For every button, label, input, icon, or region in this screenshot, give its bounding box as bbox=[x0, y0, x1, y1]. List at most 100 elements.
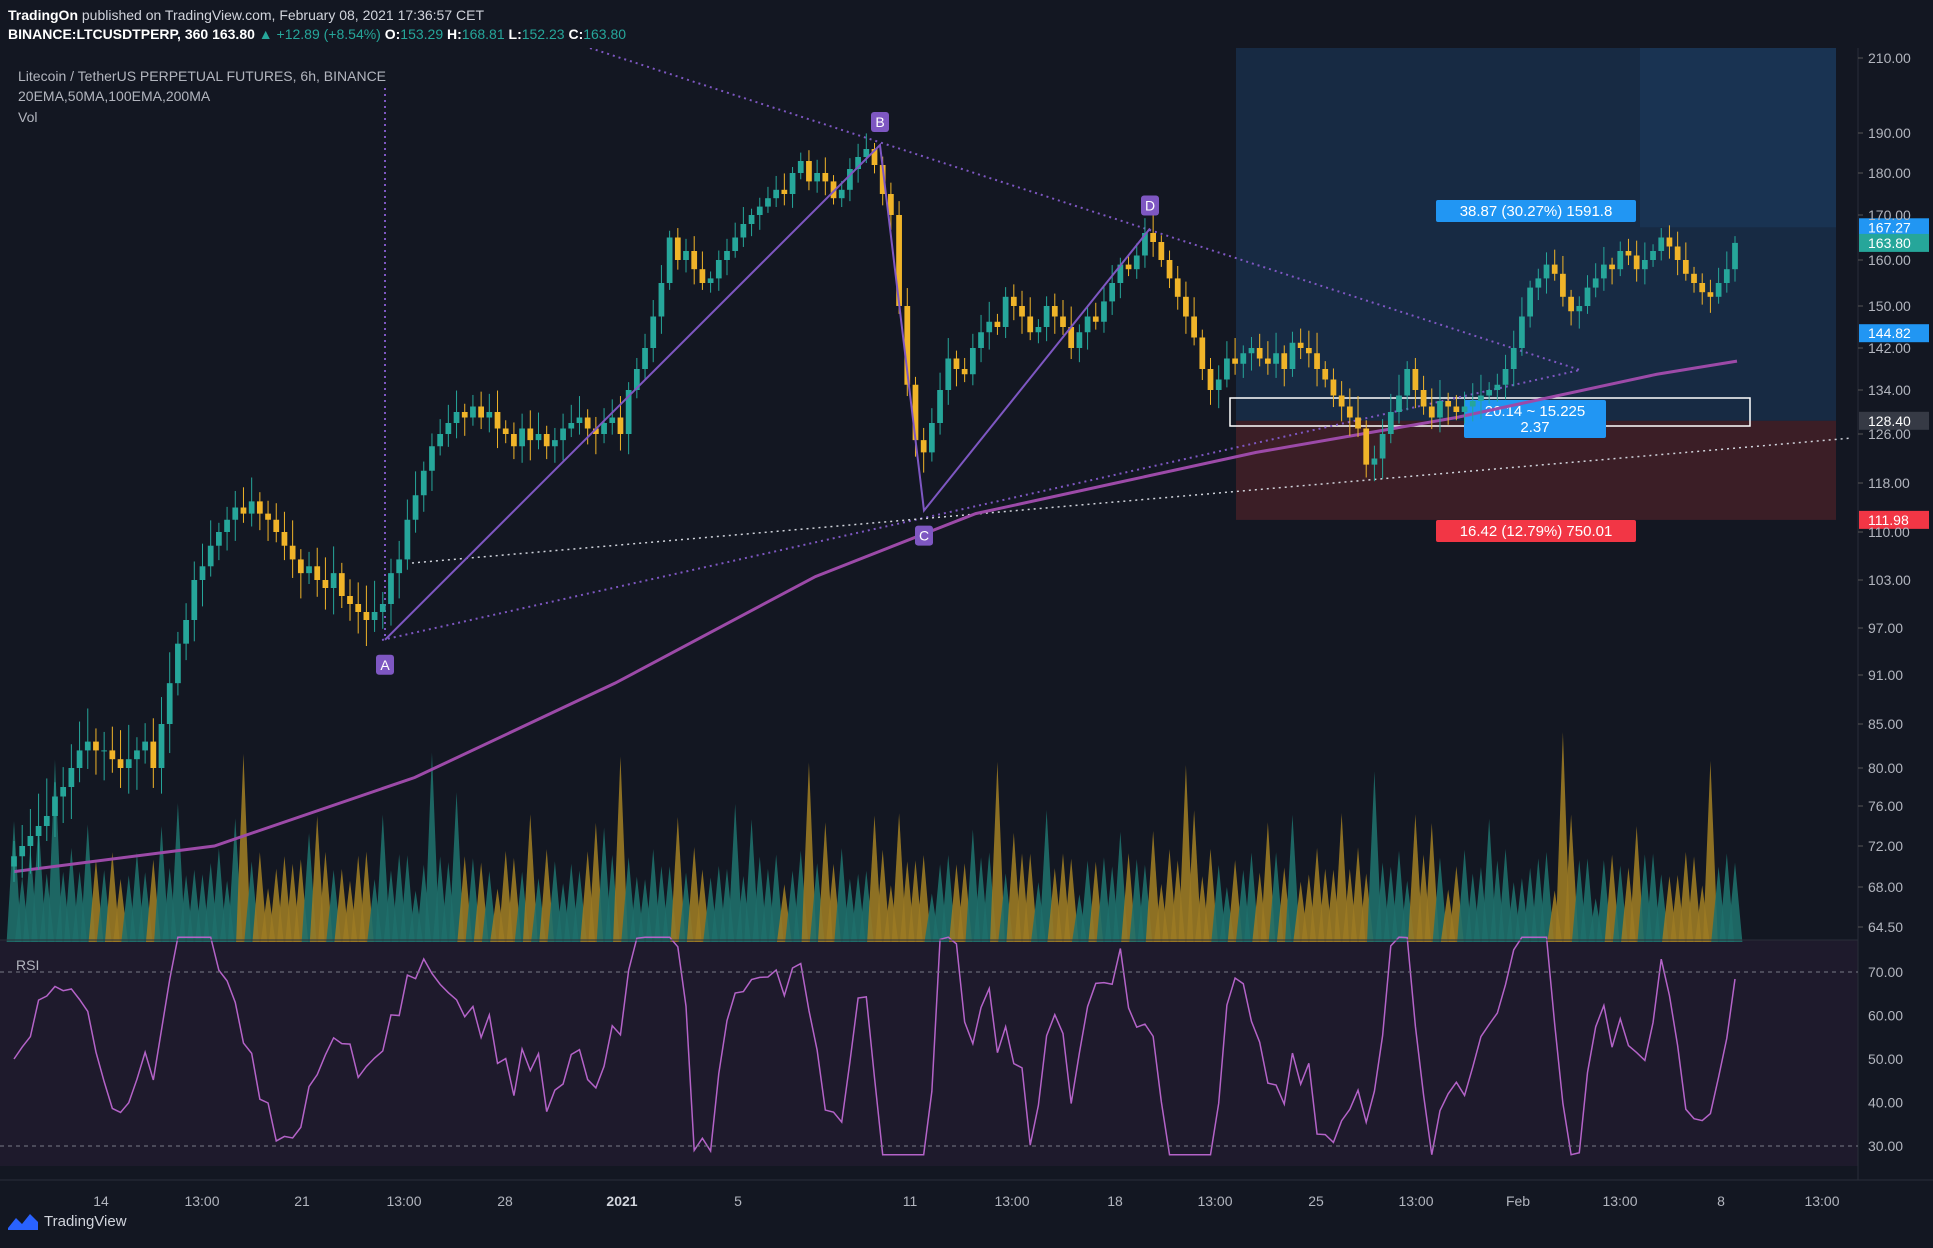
stop-label-bg bbox=[1436, 520, 1636, 542]
candle-body bbox=[822, 173, 829, 182]
rsi-tick-label: 30.00 bbox=[1868, 1138, 1903, 1154]
candle-body bbox=[1019, 306, 1025, 317]
candle-body bbox=[297, 559, 304, 574]
candle-body bbox=[371, 612, 378, 620]
candle-body bbox=[224, 519, 230, 532]
candle-body bbox=[806, 161, 812, 182]
candle-body bbox=[379, 604, 386, 612]
candle-body bbox=[1191, 316, 1197, 338]
candle-body bbox=[1183, 296, 1189, 317]
chart-title[interactable]: Litecoin / TetherUS PERPETUAL FUTURES, 6… bbox=[18, 68, 387, 84]
x-tick-label: 13:00 bbox=[1602, 1193, 1637, 1209]
candle-body bbox=[1584, 287, 1591, 306]
candle-body bbox=[478, 406, 484, 418]
symbol-line[interactable]: BINANCE:LTCUSDTPERP, 360 bbox=[8, 26, 209, 42]
candle-body bbox=[560, 428, 566, 441]
volume-bar bbox=[1432, 857, 1448, 942]
volume-bar bbox=[449, 792, 464, 942]
candle-body bbox=[445, 423, 452, 434]
volume-legend[interactable]: Vol bbox=[18, 109, 38, 125]
candle-body bbox=[240, 507, 247, 514]
candle-body bbox=[1002, 296, 1009, 327]
candle-body bbox=[1535, 278, 1542, 288]
y-tick-label: 103.00 bbox=[1868, 572, 1911, 588]
rsi-legend[interactable]: RSI bbox=[16, 957, 40, 973]
price-tag-bg bbox=[1859, 233, 1929, 252]
candle-body bbox=[1142, 233, 1148, 256]
candle-body bbox=[748, 215, 755, 224]
pattern-point-label: A bbox=[380, 657, 390, 673]
y-tick-label: 72.00 bbox=[1868, 838, 1903, 854]
candle-body bbox=[1076, 332, 1083, 348]
candle-body bbox=[1158, 242, 1165, 260]
price-change: +12.89 (+8.54%) bbox=[276, 26, 381, 42]
y-tick-label: 180.00 bbox=[1868, 165, 1911, 181]
candle-body bbox=[552, 440, 558, 447]
candle-body bbox=[412, 495, 419, 520]
candle-body bbox=[150, 741, 157, 768]
candle-body bbox=[650, 316, 657, 348]
candle-body bbox=[11, 856, 17, 867]
price-tag-bg bbox=[1859, 218, 1929, 237]
x-tick-label: 13:00 bbox=[1197, 1193, 1232, 1209]
candle-body bbox=[1715, 283, 1722, 297]
price-tag-label: 163.80 bbox=[1868, 235, 1911, 251]
candle-body bbox=[1010, 296, 1017, 306]
candle-body bbox=[625, 390, 632, 434]
candle-body bbox=[1502, 369, 1509, 385]
candle-body bbox=[1486, 390, 1493, 396]
candle-body bbox=[740, 224, 747, 238]
open-label: O: bbox=[384, 26, 401, 42]
candle-body bbox=[1101, 301, 1107, 322]
candle-body bbox=[797, 161, 804, 173]
abcd-pattern-line bbox=[384, 142, 1151, 641]
candle-body bbox=[486, 412, 493, 418]
candle-body bbox=[1207, 369, 1214, 390]
volume-bar bbox=[891, 813, 907, 942]
y-tick-label: 142.00 bbox=[1868, 340, 1911, 356]
y-tick-label: 64.50 bbox=[1868, 919, 1903, 935]
candle-body bbox=[847, 169, 853, 190]
candle-body bbox=[1519, 316, 1525, 348]
x-tick-label: 13:00 bbox=[1398, 1193, 1433, 1209]
price-tag-bg bbox=[1859, 324, 1929, 343]
volume-bar bbox=[154, 826, 169, 942]
candle-body bbox=[338, 573, 345, 596]
x-tick-label: 14 bbox=[93, 1193, 109, 1209]
y-tick-label: 118.00 bbox=[1868, 475, 1910, 491]
volume-bar bbox=[1703, 760, 1718, 942]
candle-body bbox=[502, 428, 509, 434]
volume-bar bbox=[1186, 810, 1202, 942]
target-label-bg bbox=[1436, 200, 1636, 222]
candle-body bbox=[1404, 369, 1411, 396]
y-tick-label: 210.00 bbox=[1868, 50, 1911, 66]
candle-body bbox=[1412, 369, 1419, 390]
volume-bar bbox=[670, 816, 686, 942]
tradingview-logo[interactable]: TradingView bbox=[8, 1212, 127, 1230]
y-tick-label: 190.00 bbox=[1868, 125, 1911, 141]
indicator-legend[interactable]: 20EMA,50MA,100EMA,200MA bbox=[18, 88, 211, 104]
y-tick-label: 76.00 bbox=[1868, 798, 1903, 814]
candle-body bbox=[1043, 306, 1050, 327]
volume-bar bbox=[1063, 858, 1079, 942]
candle-body bbox=[1092, 316, 1099, 322]
volume-bar bbox=[916, 854, 932, 942]
candle-body bbox=[101, 750, 108, 752]
candle-body bbox=[969, 348, 976, 375]
price-chart[interactable]: 38.87 (30.27%) 1591.8 16.42 (12.79%) 750.… bbox=[0, 48, 1933, 1248]
author[interactable]: TradingOn bbox=[8, 7, 78, 23]
candle-body bbox=[838, 189, 845, 199]
volume-bar bbox=[47, 759, 63, 942]
candle-body bbox=[1224, 358, 1230, 380]
candle-body bbox=[183, 620, 189, 644]
candle-body bbox=[347, 596, 353, 604]
x-tick-label: 25 bbox=[1308, 1193, 1324, 1209]
candle-body bbox=[1650, 251, 1656, 260]
ascending-trendline bbox=[381, 369, 1581, 641]
candle-body bbox=[1346, 406, 1353, 418]
candle-body bbox=[584, 417, 591, 429]
x-tick-label: 13:00 bbox=[994, 1193, 1029, 1209]
candle-body bbox=[1109, 283, 1116, 302]
candle-body bbox=[84, 741, 91, 751]
volume-bar bbox=[613, 756, 628, 942]
